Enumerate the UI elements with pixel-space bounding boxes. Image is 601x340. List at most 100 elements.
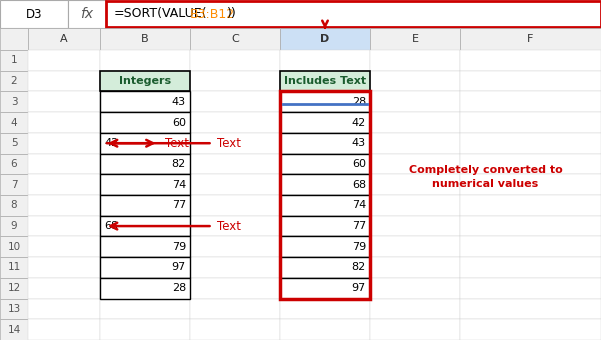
Bar — [460, 236, 601, 257]
Bar — [0, 91, 28, 112]
Bar — [0, 236, 28, 257]
Bar — [28, 133, 100, 154]
Bar — [0, 112, 28, 133]
Text: 28: 28 — [352, 97, 366, 107]
Bar — [0, 257, 28, 278]
Bar — [28, 50, 100, 71]
Bar — [280, 195, 370, 216]
Bar — [0, 278, 28, 299]
Bar — [100, 195, 190, 216]
Bar — [100, 216, 190, 236]
Bar — [28, 112, 100, 133]
Bar — [190, 50, 280, 71]
Text: OfficeWheel: OfficeWheel — [262, 278, 338, 291]
Bar — [190, 154, 280, 174]
Bar — [100, 71, 190, 91]
Bar — [280, 257, 370, 278]
Bar — [28, 278, 100, 299]
Bar — [100, 112, 190, 133]
Text: 74: 74 — [352, 200, 366, 210]
Bar — [28, 71, 100, 91]
Text: B: B — [141, 34, 149, 44]
Bar — [460, 91, 601, 112]
Text: )): )) — [227, 7, 237, 20]
Bar — [370, 50, 460, 71]
Bar — [460, 216, 601, 236]
Text: 60: 60 — [352, 159, 366, 169]
Text: C: C — [231, 34, 239, 44]
Text: 42: 42 — [104, 138, 118, 148]
Text: 60: 60 — [172, 118, 186, 128]
Bar — [190, 112, 280, 133]
Bar — [370, 299, 460, 319]
Bar — [100, 257, 190, 278]
Bar — [106, 1, 601, 27]
Bar — [280, 216, 370, 236]
Bar — [190, 133, 280, 154]
Text: 77: 77 — [172, 200, 186, 210]
Text: 10: 10 — [7, 242, 20, 252]
Text: 74: 74 — [172, 180, 186, 190]
Bar — [28, 319, 100, 340]
Bar — [280, 112, 370, 133]
Bar — [28, 257, 100, 278]
Bar — [100, 133, 190, 154]
Bar — [280, 154, 370, 174]
Bar — [0, 299, 28, 319]
Bar — [280, 236, 370, 257]
Bar — [370, 112, 460, 133]
Bar — [100, 133, 190, 154]
Text: 77: 77 — [352, 221, 366, 231]
Text: Text: Text — [217, 137, 241, 150]
Bar — [280, 91, 370, 112]
Bar — [280, 71, 370, 91]
Bar — [280, 112, 370, 133]
Text: F: F — [527, 34, 534, 44]
Bar — [100, 278, 190, 299]
Text: A: A — [60, 34, 68, 44]
Bar — [190, 299, 280, 319]
Bar — [370, 236, 460, 257]
Text: E: E — [412, 34, 418, 44]
Bar — [280, 278, 370, 299]
Bar — [100, 278, 190, 299]
Bar — [100, 28, 190, 50]
Text: 68: 68 — [104, 221, 118, 231]
Text: D: D — [320, 34, 329, 44]
Bar — [0, 174, 28, 195]
Bar — [190, 278, 280, 299]
Bar — [190, 319, 280, 340]
Bar — [370, 216, 460, 236]
Bar — [28, 174, 100, 195]
Bar — [370, 319, 460, 340]
Bar — [370, 278, 460, 299]
Bar — [190, 174, 280, 195]
Bar — [0, 71, 28, 91]
Text: Includes Text: Includes Text — [284, 76, 366, 86]
Bar — [190, 257, 280, 278]
Bar — [100, 174, 190, 195]
Text: 28: 28 — [172, 283, 186, 293]
Text: 1: 1 — [11, 55, 17, 65]
Text: 14: 14 — [7, 325, 20, 335]
Bar — [190, 71, 280, 91]
Bar — [190, 216, 280, 236]
Bar — [100, 50, 190, 71]
Text: 82: 82 — [172, 159, 186, 169]
Bar — [370, 133, 460, 154]
Text: 4: 4 — [11, 118, 17, 128]
Bar — [0, 154, 28, 174]
Bar — [100, 236, 190, 257]
Text: 42: 42 — [352, 118, 366, 128]
Bar — [0, 0, 68, 28]
Bar — [100, 319, 190, 340]
Bar — [0, 50, 28, 71]
Text: D3: D3 — [26, 7, 42, 20]
Text: 79: 79 — [352, 242, 366, 252]
Bar — [100, 91, 190, 112]
Text: 43: 43 — [172, 97, 186, 107]
Text: 82: 82 — [352, 262, 366, 272]
Text: 12: 12 — [7, 283, 20, 293]
Bar — [460, 278, 601, 299]
Bar — [100, 257, 190, 278]
